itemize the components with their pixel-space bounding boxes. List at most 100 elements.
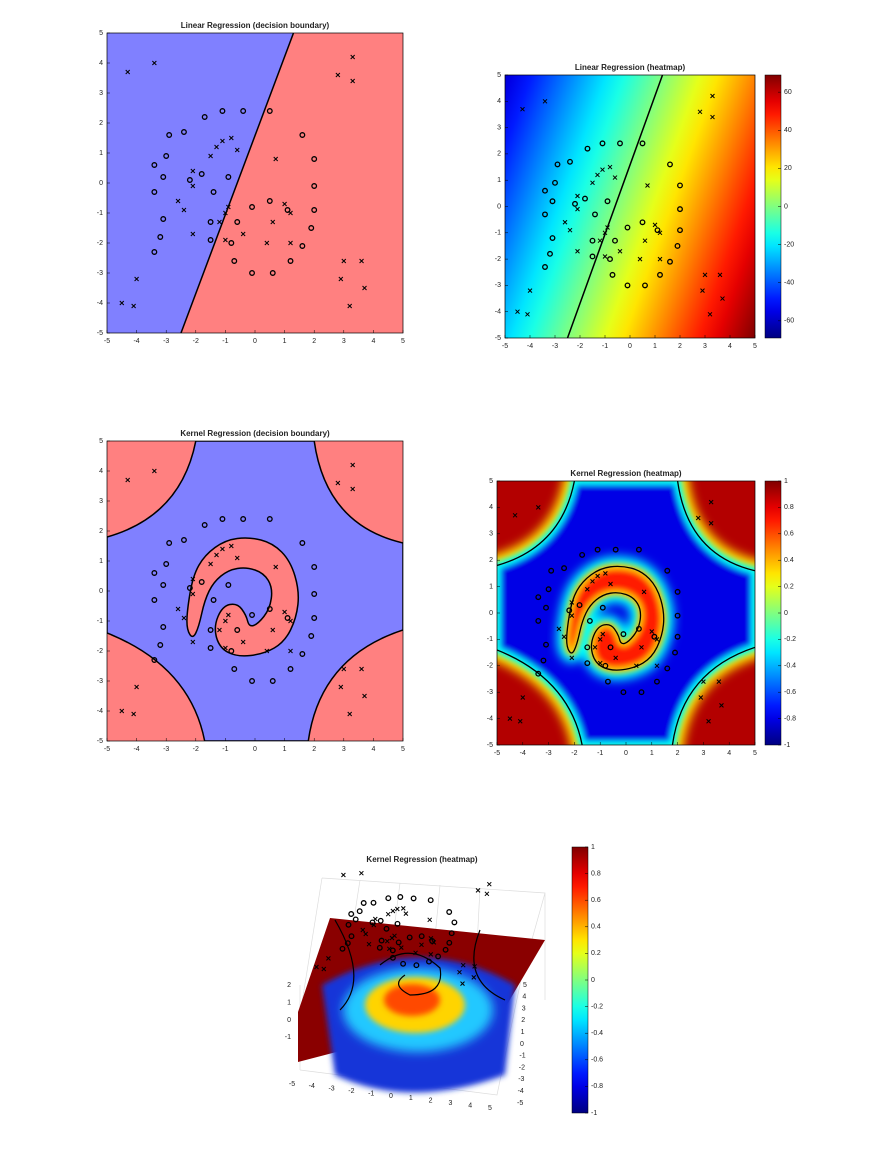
point-circle (446, 939, 453, 946)
point-cross (347, 303, 353, 309)
point-cross (710, 93, 715, 99)
point-cross (190, 231, 196, 237)
point-cross (633, 663, 639, 669)
chart-title: Linear Regression (decision boundary) (181, 21, 330, 30)
point-cross (350, 54, 356, 60)
point-circle (249, 204, 255, 210)
point-circle (225, 582, 232, 588)
point-cross (562, 219, 568, 225)
x-tick-label: -4 (133, 746, 139, 753)
point-circle (345, 921, 352, 928)
point-circle (639, 219, 646, 226)
point-circle (677, 182, 683, 189)
point-cross (520, 695, 526, 700)
point-circle (266, 606, 273, 612)
point-circle (446, 909, 453, 915)
point-cross (131, 711, 136, 717)
colorbar-tick-label: -20 (784, 241, 794, 248)
point-circle (579, 551, 586, 558)
point-cross (602, 230, 608, 236)
point-cross (427, 917, 433, 923)
x-tick-label: -2 (193, 746, 199, 753)
point-cross (720, 296, 725, 301)
y-tick-label: -1 (487, 636, 493, 643)
point-circle (231, 258, 238, 264)
point-cross (335, 72, 341, 78)
point-circle (299, 132, 306, 138)
point-circle (284, 207, 291, 213)
plot-area (505, 75, 755, 338)
x-tick-label: -3 (328, 1086, 334, 1093)
x-tick-label: -2 (571, 750, 577, 757)
y-tick-label: -5 (495, 335, 501, 342)
y-tick-label: 5 (497, 72, 501, 79)
x-tick-label: 2 (312, 338, 316, 345)
point-circle (311, 591, 318, 597)
y-tick-label: -3 (495, 282, 501, 289)
point-circle (249, 270, 255, 276)
point-circle (677, 227, 683, 234)
x-tick-label: 5 (488, 1105, 492, 1112)
y-tick-label: 5 (99, 30, 103, 37)
boundary (180, 33, 295, 333)
x-tick-label: 0 (253, 746, 257, 753)
point-circle (451, 919, 458, 926)
point-cross (600, 167, 605, 173)
point-cross (220, 138, 225, 144)
point-circle (160, 174, 167, 180)
point-circle (389, 954, 396, 961)
point-cross (223, 618, 228, 624)
point-circle (151, 657, 158, 663)
colorbar-tick-label: -0.2 (591, 1003, 603, 1010)
y-tick-label: -3 (97, 678, 103, 685)
point-circle (311, 156, 318, 162)
point-cross (460, 962, 466, 968)
x-tick-label: 0 (628, 343, 632, 350)
x-tick-label: -4 (309, 1083, 315, 1090)
colorbar-tick-label: 60 (784, 89, 792, 96)
point-cross (190, 639, 196, 645)
point-circle (677, 206, 683, 213)
y-tick-label: 2 (521, 1017, 525, 1024)
point-cross (321, 966, 327, 972)
point-circle (664, 567, 671, 574)
y-tick-label: -1 (97, 210, 103, 217)
y-tick-label: 3 (522, 1005, 526, 1012)
point-cross (710, 114, 715, 120)
point-cross (613, 655, 619, 661)
point-cross (639, 644, 644, 650)
y-tick-label: 2 (99, 528, 103, 535)
y-tick-label: 1 (99, 558, 103, 565)
point-cross (512, 512, 518, 518)
contour (671, 646, 755, 745)
point-cross (607, 164, 613, 170)
point-cross (134, 276, 139, 282)
y-tick-label: 4 (99, 468, 103, 475)
point-cross (471, 975, 477, 980)
point-cross (372, 916, 378, 922)
y-tick-label: 3 (489, 531, 493, 538)
point-circle (231, 666, 238, 672)
point-cross (338, 276, 344, 282)
point-circle (198, 171, 205, 177)
x-tick-label: -1 (597, 750, 603, 757)
point-cross (472, 964, 477, 969)
point-circle (543, 604, 549, 611)
x-tick-label: -1 (222, 338, 228, 345)
point-circle (674, 633, 681, 640)
point-circle (360, 900, 367, 906)
point-circle (240, 516, 247, 522)
y-tick-label: 4 (497, 98, 501, 105)
point-cross (223, 645, 228, 651)
point-circle (638, 689, 645, 696)
y-tick-label: 5 (523, 982, 527, 989)
point-cross (264, 240, 270, 246)
point-cross (214, 144, 219, 150)
point-cross (217, 219, 222, 225)
point-circle (311, 183, 318, 189)
y-tick-label: -2 (519, 1064, 525, 1071)
point-circle (552, 179, 558, 186)
point-cross (190, 168, 196, 174)
point-circle (151, 570, 158, 576)
colorbar-tick-label: -1 (784, 742, 790, 749)
